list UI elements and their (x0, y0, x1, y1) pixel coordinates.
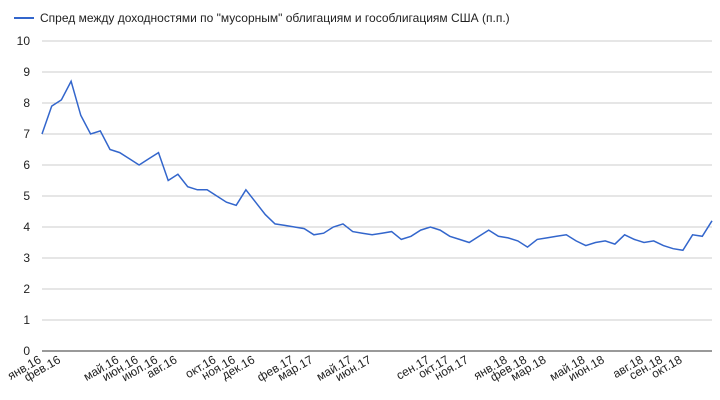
y-tick-label: 1 (23, 313, 30, 327)
y-tick-label: 2 (23, 282, 30, 296)
y-tick-label: 4 (23, 220, 30, 234)
y-tick-label: 8 (23, 96, 30, 110)
y-tick-label: 6 (23, 158, 30, 172)
y-tick-label: 10 (17, 34, 31, 48)
y-tick-label: 5 (23, 189, 30, 203)
y-tick-label: 9 (23, 65, 30, 79)
y-tick-label: 7 (23, 127, 30, 141)
y-tick-label: 0 (23, 344, 30, 358)
data-line (41, 79, 713, 252)
legend-label: Спред между доходностями по "мусорным" о… (40, 11, 510, 25)
y-tick-label: 3 (23, 251, 30, 265)
